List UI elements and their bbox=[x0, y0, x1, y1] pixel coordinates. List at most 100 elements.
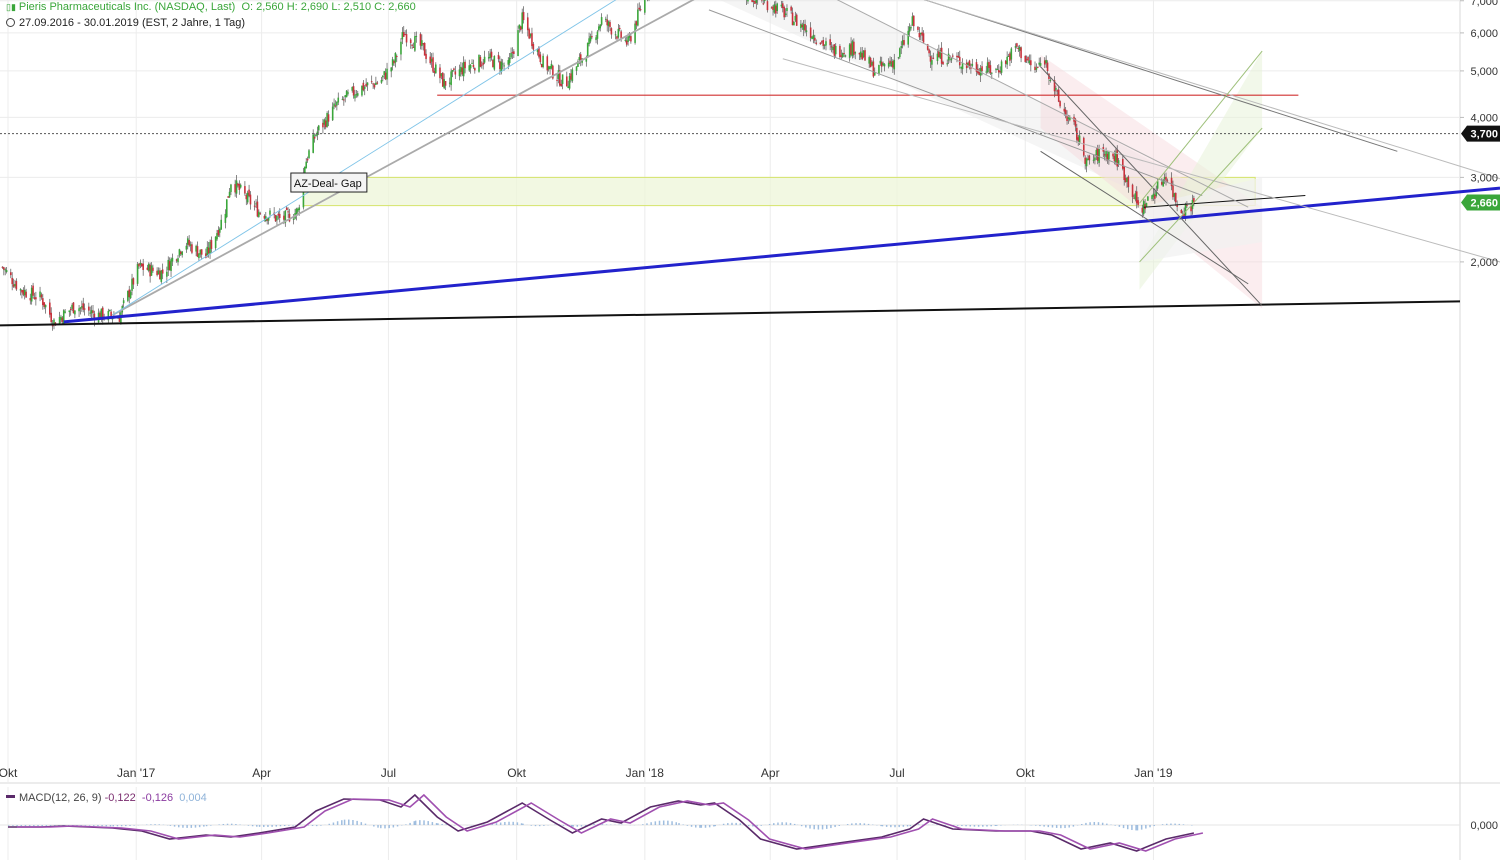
candle-up bbox=[459, 69, 461, 76]
candle-down bbox=[751, 0, 753, 2]
macd-histogram-bar bbox=[365, 824, 367, 825]
macd-histogram-bar bbox=[713, 825, 715, 826]
candle-up bbox=[123, 300, 125, 303]
candle-up bbox=[625, 40, 627, 41]
candle-up bbox=[948, 54, 950, 61]
macd-histogram-bar bbox=[419, 820, 421, 825]
clock-icon[interactable] bbox=[6, 18, 15, 27]
macd-histogram-bar bbox=[248, 825, 250, 826]
macd-histogram-bar bbox=[110, 825, 112, 826]
macd-histogram-bar bbox=[581, 825, 583, 827]
candle-up bbox=[215, 237, 217, 248]
macd-histogram-bar bbox=[675, 822, 677, 825]
candle-up bbox=[130, 292, 132, 299]
macd-histogram-bar bbox=[539, 825, 541, 826]
date-range: 27.09.2016 - 30.01.2019 (EST, 2 Jahre, 1… bbox=[19, 17, 245, 29]
candle-up bbox=[871, 62, 873, 65]
macd-histogram-bar bbox=[606, 824, 608, 825]
macd-header: MACD(12, 26, 9) -0,122 -0,126 0,004 bbox=[6, 792, 207, 804]
macd-histogram-bar bbox=[794, 824, 796, 825]
candle-down bbox=[25, 292, 27, 298]
macd-histogram-bar bbox=[186, 825, 188, 828]
candle-up bbox=[200, 250, 202, 255]
candle-up bbox=[1008, 56, 1010, 57]
candle-up bbox=[1006, 57, 1008, 65]
macd-histogram-bar bbox=[773, 823, 775, 825]
macd-histogram-bar bbox=[859, 823, 861, 825]
candle-up bbox=[502, 64, 504, 65]
candle-up bbox=[80, 308, 82, 309]
macd-histogram-bar bbox=[1162, 824, 1164, 825]
candle-up bbox=[878, 65, 880, 74]
macd-histogram-bar bbox=[393, 825, 395, 827]
candle-up bbox=[229, 192, 231, 197]
candle-up bbox=[503, 65, 505, 66]
candle-up bbox=[375, 83, 377, 85]
macd-histogram-bar bbox=[1068, 825, 1070, 828]
macd-histogram-bar bbox=[496, 823, 498, 825]
candle-down bbox=[21, 290, 23, 292]
macd-histogram-bar bbox=[231, 824, 233, 825]
candle-up bbox=[781, 5, 783, 7]
candle-down bbox=[761, 0, 763, 1]
candle-down bbox=[1059, 101, 1061, 106]
candle-down bbox=[1114, 156, 1116, 161]
candle-up bbox=[336, 102, 338, 106]
candle-down bbox=[283, 216, 285, 220]
macd-histogram-bar bbox=[663, 820, 665, 825]
macd-histogram-bar bbox=[1127, 825, 1129, 829]
candle-up bbox=[1126, 178, 1128, 182]
candle-up bbox=[148, 264, 150, 271]
macd-histogram-bar bbox=[129, 825, 131, 826]
macd-histogram-bar bbox=[337, 821, 339, 825]
candle-down bbox=[445, 81, 447, 86]
macd-histogram-bar bbox=[125, 825, 127, 826]
macd-histogram-bar bbox=[531, 825, 533, 826]
macd-legend-icon[interactable] bbox=[6, 795, 15, 798]
macd-histogram-bar bbox=[263, 825, 265, 827]
macd-histogram-bar bbox=[37, 825, 39, 826]
candle-down bbox=[1065, 110, 1067, 115]
candle-up bbox=[1087, 158, 1089, 160]
candle-up bbox=[845, 55, 847, 56]
candle-down bbox=[1112, 154, 1114, 157]
candle-up bbox=[206, 247, 208, 256]
candle-up bbox=[431, 59, 433, 62]
candle-down bbox=[839, 46, 841, 57]
candle-down bbox=[424, 43, 426, 56]
candle-up bbox=[216, 233, 218, 239]
candle-up bbox=[946, 63, 948, 64]
macd-histogram-bar bbox=[1064, 825, 1066, 828]
candle-up bbox=[324, 120, 326, 125]
macd-histogram-bar bbox=[1085, 823, 1087, 825]
macd-histogram-bar bbox=[723, 824, 725, 825]
candle-down bbox=[23, 290, 25, 295]
candle-up bbox=[519, 25, 521, 29]
macd-histogram-bar bbox=[682, 824, 684, 825]
candle-down bbox=[393, 61, 395, 63]
candle-up bbox=[637, 10, 639, 26]
macd-histogram-bar bbox=[890, 825, 892, 827]
candle-up bbox=[747, 0, 749, 1]
candle-up bbox=[774, 4, 776, 12]
candle-down bbox=[772, 6, 774, 10]
candle-up bbox=[813, 35, 815, 39]
candle-down bbox=[434, 71, 436, 73]
candle-down bbox=[425, 54, 427, 59]
macd-histogram-bar bbox=[352, 820, 354, 825]
candle-up bbox=[449, 83, 451, 84]
candle-down bbox=[1034, 67, 1036, 70]
candle-down bbox=[1171, 178, 1173, 186]
candle-down bbox=[560, 84, 562, 86]
macd-histogram-bar bbox=[312, 825, 314, 826]
x-tick-label: Okt bbox=[507, 766, 526, 780]
macd-histogram-bar bbox=[521, 823, 523, 825]
candle-down bbox=[481, 65, 483, 66]
candle-up bbox=[849, 45, 851, 58]
candle-up bbox=[347, 92, 349, 93]
macd-histogram-bar bbox=[133, 825, 135, 826]
chart-type-icon[interactable]: ▯▮ bbox=[6, 2, 16, 13]
macd-histogram-bar bbox=[894, 825, 896, 827]
candle-down bbox=[1044, 60, 1046, 64]
macd-histogram-bar bbox=[218, 824, 220, 825]
